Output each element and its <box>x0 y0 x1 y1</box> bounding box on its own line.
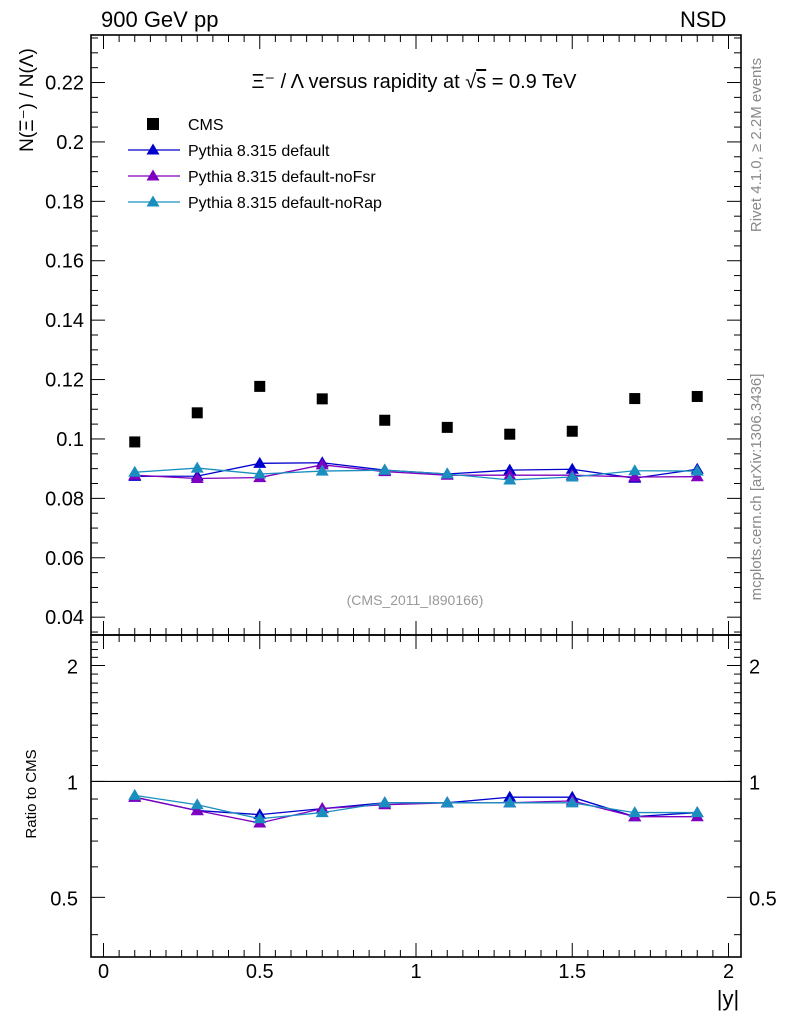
legend-series-marker <box>146 169 160 181</box>
ratio-line-1 <box>134 796 698 824</box>
x-tick-labels: 0 0.5 1 1.5 2 <box>98 961 734 983</box>
x-tick-label: 1.5 <box>558 961 586 983</box>
main-y-tick-label: 0.1 <box>56 429 84 451</box>
legend: CMS Pythia 8.315 default Pythia 8.315 defa… <box>128 117 382 212</box>
series-2-point <box>503 473 517 485</box>
ratio-y-tick-label-left: 2 <box>67 656 78 678</box>
series-1-point <box>628 470 642 482</box>
cms-data-point <box>129 436 141 448</box>
series-line-1 <box>134 464 698 480</box>
header-process-label: NSD <box>680 7 727 32</box>
series-2-point <box>128 465 142 477</box>
main-y-tick-label: 0.14 <box>45 310 84 332</box>
main-y-tick-labels: 0.04 0.06 0.08 0.1 0.12 0.14 0.16 0.18 0.2 0.22 <box>45 73 84 630</box>
cms-data-point <box>441 421 453 433</box>
cms-data-point <box>191 407 203 419</box>
main-y-tick-label: 0.2 <box>56 132 84 154</box>
legend-series-marker <box>146 195 160 207</box>
ratio-0-point <box>503 790 517 802</box>
series-2-point <box>190 461 204 473</box>
cms-data-group <box>129 380 703 448</box>
main-y-tick-label: 0.08 <box>45 488 84 510</box>
legend-cms-label: CMS <box>188 117 224 134</box>
header-energy-label: 900 GeV pp <box>101 7 219 32</box>
chart-title: Ξ⁻ / Λ versus rapidity at √s = 0.9 TeV <box>252 71 578 93</box>
series-2-point <box>565 470 579 482</box>
x-tick-label: 0.5 <box>246 961 274 983</box>
series-1-point <box>190 471 204 484</box>
main-y-tick-label: 0.06 <box>45 548 84 570</box>
ratio-y-tick-label-left: 1 <box>67 772 78 794</box>
legend-series-label: Pythia 8.315 default <box>188 143 330 160</box>
series-line-2 <box>134 467 698 481</box>
main-y-tick-label: 0.22 <box>45 73 84 95</box>
ratio-2-point <box>690 806 704 818</box>
main-x-ticks <box>103 35 729 635</box>
x-tick-label: 1 <box>410 961 421 983</box>
main-y-tick-label: 0.16 <box>45 251 84 273</box>
ratio-line-2 <box>134 794 698 820</box>
ratio-y-tick-label-right: 2 <box>749 656 760 678</box>
mcplots-side-label: mcplots.cern.ch [arXiv:1306.3436] <box>748 374 765 601</box>
ratio-2-point <box>565 796 579 808</box>
series-2-point <box>690 464 704 476</box>
ratio-series-group <box>128 788 704 828</box>
cms-data-point <box>629 393 641 405</box>
x-tick-label: 0 <box>98 961 109 983</box>
ratio-2-point <box>503 796 517 808</box>
rivet-side-label: Rivet 4.1.0, ≥ 2.2M events <box>748 58 765 232</box>
main-y-tick-label: 0.04 <box>45 607 84 629</box>
cms-data-point <box>254 380 266 392</box>
series-2-point <box>378 463 392 475</box>
series-2-point <box>315 464 329 476</box>
ratio-y-axis-label: Ratio to CMS <box>23 749 40 838</box>
legend-series-marker <box>146 143 160 155</box>
ratio-2-point <box>128 788 142 800</box>
series-1-point <box>690 470 704 482</box>
main-series-group <box>128 456 704 485</box>
x-axis-label: |y| <box>717 986 739 1011</box>
ratio-y-ticks <box>91 641 741 936</box>
ratio-y-tick-labels: 0.5 0.5 1 1 2 2 <box>50 656 777 910</box>
analysis-id-label: (CMS_2011_I890166) <box>347 592 484 608</box>
series-0-point <box>565 462 579 474</box>
cms-data-point <box>691 390 703 402</box>
series-1-point <box>315 458 329 470</box>
ratio-2-point <box>378 796 392 808</box>
cms-data-point <box>316 393 328 405</box>
ratio-2-point <box>315 806 329 818</box>
series-2-point <box>440 467 454 479</box>
ratio-2-point <box>440 796 454 808</box>
ratio-y-tick-label-right: 0.5 <box>749 888 777 910</box>
main-y-tick-label: 0.18 <box>45 191 84 213</box>
ratio-2-point <box>253 812 267 824</box>
ratio-2-point <box>190 798 204 810</box>
legend-series-label: Pythia 8.315 default-noFsr <box>188 169 376 186</box>
ratio-2-point <box>628 806 642 818</box>
ratio-y-tick-label-right: 1 <box>749 772 760 794</box>
ratio-line-0 <box>134 796 698 818</box>
series-0-point <box>253 456 267 468</box>
series-2-point <box>253 467 267 479</box>
ratio-panel-frame <box>90 634 742 958</box>
cms-data-point <box>379 414 391 426</box>
main-y-ticks <box>91 37 741 633</box>
cms-data-point <box>504 428 516 440</box>
legend-cms-marker <box>147 118 159 130</box>
main-y-tick-label: 0.12 <box>45 370 84 392</box>
series-2-point <box>628 464 642 476</box>
main-y-axis-label: N(Ξ⁻) / N(Λ) <box>17 48 38 152</box>
x-tick-label: 2 <box>723 961 734 983</box>
legend-series-label: Pythia 8.315 default-noRap <box>188 195 382 212</box>
ratio-1-point <box>190 804 204 816</box>
ratio-x-ticks <box>103 635 729 957</box>
cms-data-point <box>566 425 578 437</box>
ratio-y-tick-label-left: 0.5 <box>50 888 78 910</box>
